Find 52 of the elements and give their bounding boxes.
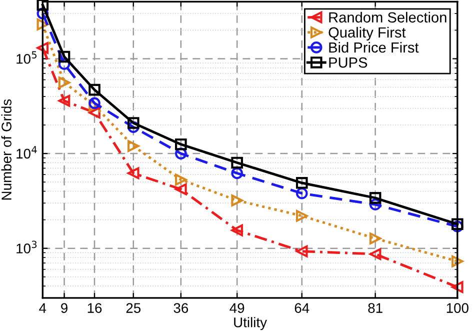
legend-label: PUPS [329, 57, 368, 68]
x-tick-label: 16 [88, 303, 102, 313]
x-tick-label: 36 [174, 303, 188, 313]
point [175, 148, 187, 160]
point [127, 140, 140, 152]
point [296, 245, 308, 258]
x-tick-label: 49 [230, 303, 244, 313]
point [88, 84, 100, 96]
point [369, 248, 382, 260]
point [127, 167, 140, 180]
point [88, 97, 100, 110]
x-tick-label: 81 [368, 303, 382, 313]
y-axis-title: Number of Grids [1, 99, 12, 200]
point [369, 198, 382, 210]
point [175, 174, 187, 186]
x-axis-title: Utility [234, 317, 267, 330]
point [231, 167, 243, 180]
x-tick-label: 9 [61, 303, 68, 313]
x-tick-label: 4 [39, 303, 46, 313]
point [58, 94, 70, 107]
point [231, 224, 243, 236]
legend-label: Random Selection [329, 12, 446, 23]
point [88, 106, 100, 119]
point [231, 156, 243, 169]
point [452, 255, 464, 268]
legend-label: Quality First [328, 26, 406, 41]
point [36, 8, 49, 20]
point [452, 281, 464, 294]
y-tick-label: 10$^{3}$ [16, 240, 37, 254]
point [58, 50, 70, 63]
y-tick-label: 10$^{4}$ [16, 146, 37, 159]
point [369, 192, 382, 204]
y-tick-label: 10$^{5}$ [16, 51, 36, 64]
point [369, 232, 382, 244]
x-tick-label: 100 [446, 303, 468, 313]
x-tick-label: 64 [294, 303, 310, 313]
point [296, 176, 308, 189]
point [175, 138, 187, 150]
point [58, 76, 70, 89]
point [296, 187, 308, 200]
point [452, 218, 464, 230]
legend-label: Bid Price First [329, 42, 419, 53]
point [127, 121, 140, 134]
point [36, 42, 49, 54]
point [58, 58, 70, 70]
point [231, 194, 243, 206]
x-tick-label: 25 [126, 303, 141, 313]
point [36, 18, 49, 30]
point [175, 183, 187, 196]
point [36, 0, 49, 11]
point [127, 117, 140, 129]
point [296, 210, 308, 222]
